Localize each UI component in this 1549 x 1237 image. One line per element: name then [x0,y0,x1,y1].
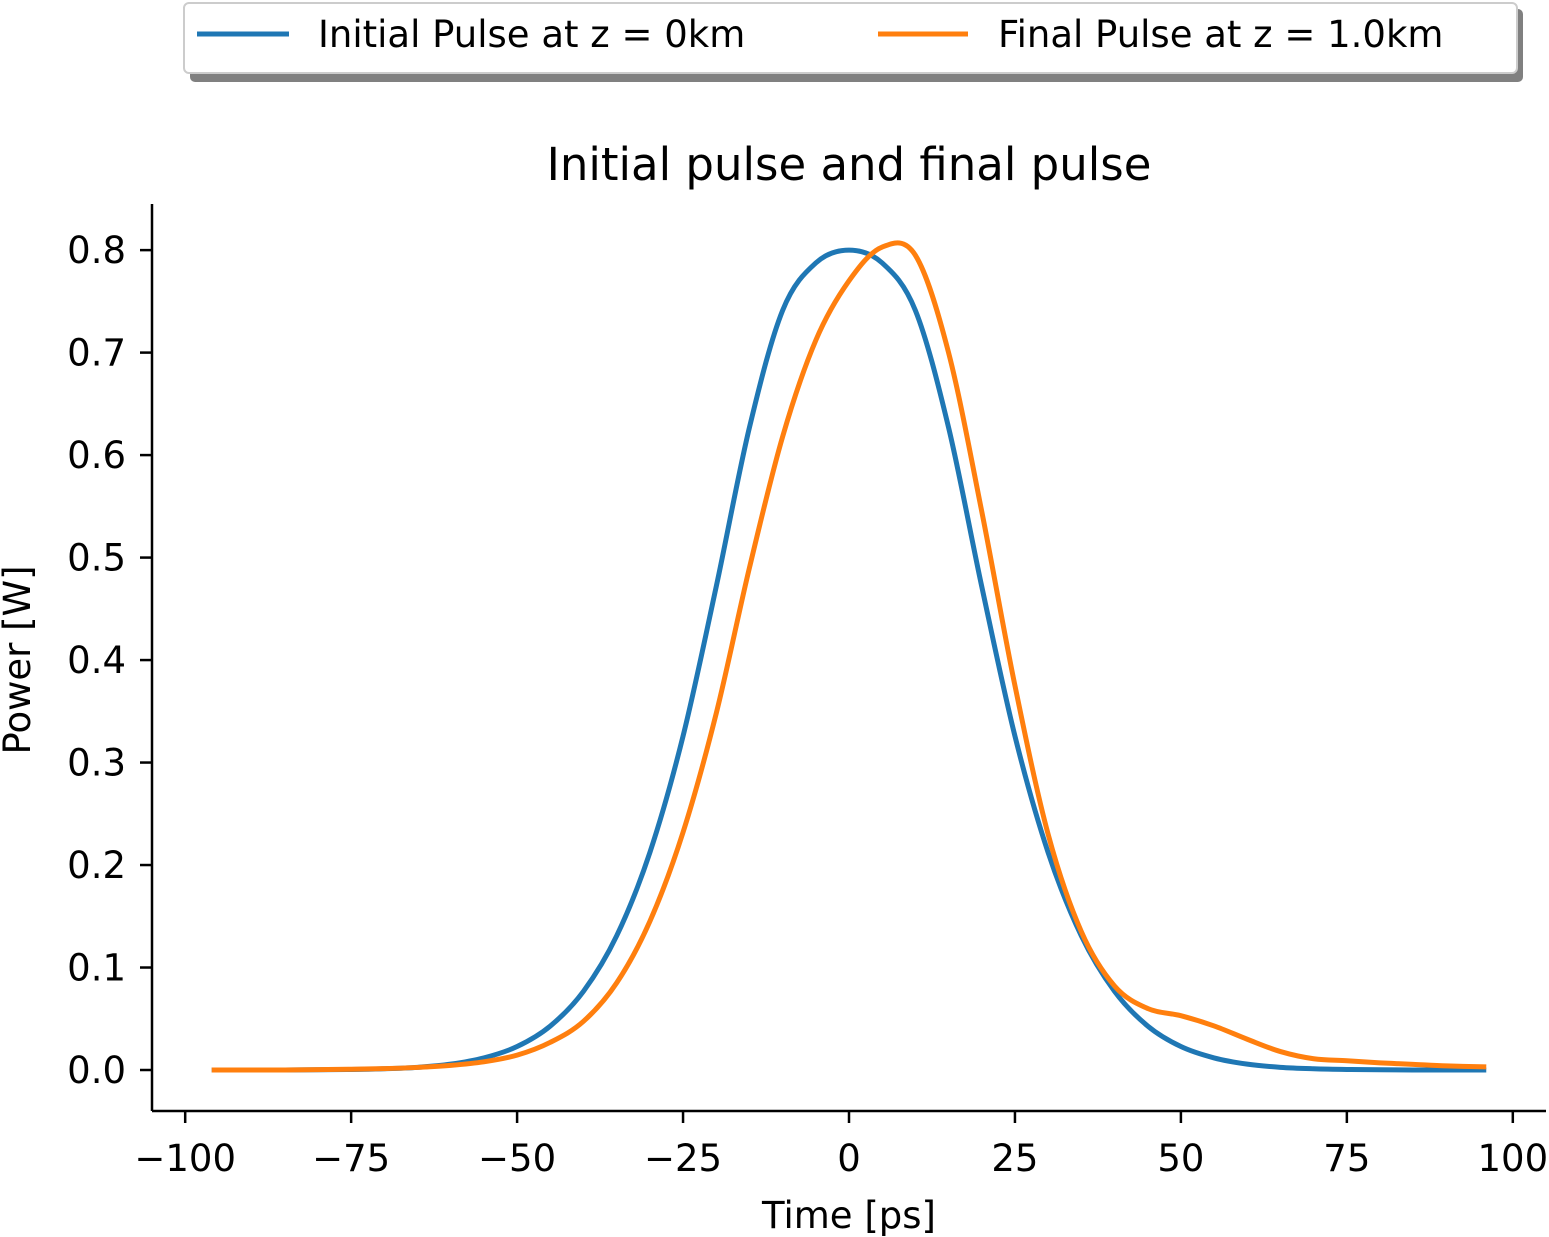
x-tick-label: 0 [837,1137,861,1180]
y-tick-label: 0.4 [67,639,126,682]
x-tick-label: −100 [134,1137,236,1180]
y-tick-label: 0.8 [67,229,126,272]
series-line-initial-pulse [211,247,1487,1073]
y-tick-label: 0.6 [67,434,126,477]
y-ticks: 0.0 0.1 0.2 0.3 0.4 0.5 0.6 0.7 0.8 [67,229,152,1092]
x-tick-label: −50 [478,1137,556,1180]
x-tick-label: 75 [1323,1137,1370,1180]
y-axis-label: Power [W] [0,565,39,754]
x-tick-label: 25 [991,1137,1038,1180]
series-layer [211,240,1487,1073]
axes [150,204,1546,1113]
x-tick-label: 100 [1477,1137,1548,1180]
x-tick-label: −75 [312,1137,390,1180]
legend-label-final: Final Pulse at z = 1.0km [998,13,1443,56]
x-tick-label: 50 [1157,1137,1204,1180]
x-ticks: −100 −75 −50 −25 0 25 50 75 100 [134,1111,1548,1180]
chart-title: Initial pulse and final pulse [547,138,1152,191]
x-tick-label: −25 [644,1137,722,1180]
legend-frame [183,2,1518,74]
legend: Initial Pulse at z = 0km Final Pulse at … [183,2,1523,82]
series-line-final-pulse [211,240,1487,1073]
y-tick-label: 0.1 [67,947,126,990]
x-axis-label: Time [ps] [761,1194,936,1237]
y-tick-label: 0.5 [67,537,126,580]
legend-label-initial: Initial Pulse at z = 0km [318,13,745,56]
y-tick-label: 0.2 [67,844,126,887]
y-tick-label: 0.3 [67,742,126,785]
y-tick-label: 0.0 [67,1049,126,1092]
y-tick-label: 0.7 [67,332,126,375]
